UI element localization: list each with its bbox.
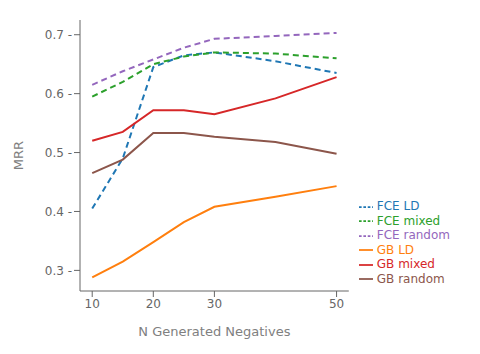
- html-text:FCE random: FCE random: [376, 228, 450, 242]
- svg-text:10: 10: [85, 297, 100, 311]
- svg-text:0.7 -: 0.7 -: [45, 28, 72, 42]
- html-text:GB LD: GB LD: [376, 242, 415, 257]
- svg-text:0.3 -: 0.3 -: [45, 264, 72, 278]
- svg-text:0.6 -: 0.6 -: [45, 87, 72, 101]
- html-text:FCE mixed: FCE mixed: [376, 213, 441, 228]
- svg-text:MRR: MRR: [11, 141, 26, 170]
- html-text:GB random: GB random: [376, 271, 445, 286]
- html-text:GB mixed: GB mixed: [376, 257, 435, 271]
- svg-text:N Generated Negatives: N Generated Negatives: [138, 324, 290, 339]
- svg-text:0.5 -: 0.5 -: [45, 146, 72, 160]
- svg-text:50: 50: [329, 297, 344, 311]
- svg-text:0.4 -: 0.4 -: [45, 205, 72, 219]
- svg-text:20: 20: [146, 297, 161, 311]
- svg-text:30: 30: [207, 297, 222, 311]
- html-text:FCE LD: FCE LD: [376, 199, 420, 213]
